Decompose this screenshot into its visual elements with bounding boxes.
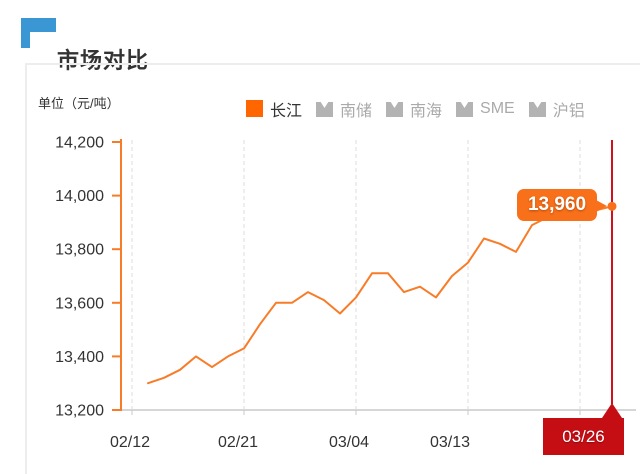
date-tag-pointer xyxy=(602,403,622,418)
panel-left-border xyxy=(25,65,27,474)
y-tick-label: 13,800 xyxy=(55,242,104,259)
legend-item-label: 沪铝 xyxy=(552,102,585,120)
legend-item-nanhai[interactable]: 南海 xyxy=(386,97,442,121)
title-corner-decoration-vertical xyxy=(21,18,30,48)
axis-pointer-date-tag: 03/26 xyxy=(543,418,624,455)
y-tick-label: 13,600 xyxy=(55,295,104,312)
x-tick-label: 02/21 xyxy=(218,434,258,451)
legend-item-nanchu[interactable]: 南储 xyxy=(316,97,372,121)
latest-value-tag: 13,960 xyxy=(517,189,597,221)
legend-item-label: 南储 xyxy=(340,102,373,120)
y-tick-label: 13,200 xyxy=(55,403,104,420)
header-divider xyxy=(25,63,640,65)
unit-label: 单位（元/吨） xyxy=(38,96,120,111)
x-tick-label: 03/04 xyxy=(329,434,369,451)
legend-active-swatch-icon xyxy=(246,100,263,117)
y-tick-label: 14,200 xyxy=(55,135,104,152)
x-tick-label: 02/12 xyxy=(110,434,150,451)
legend-item-label: 南海 xyxy=(410,102,443,120)
legend-item-hulv[interactable]: 沪铝 xyxy=(528,97,585,121)
page-title: 市场对比 xyxy=(57,47,150,73)
latest-value-tag-pointer xyxy=(596,200,607,212)
x-tick-label: 03/13 xyxy=(430,434,470,451)
y-tick-label: 14,000 xyxy=(55,188,104,205)
legend-item-label: SME xyxy=(480,99,515,117)
latest-point-dot xyxy=(607,201,617,211)
y-tick-label: 13,400 xyxy=(55,349,104,366)
price-line xyxy=(147,205,613,385)
legend-inactive-swatch-icon xyxy=(316,100,334,117)
axis-pointer-date-label: 03/26 xyxy=(562,426,605,446)
legend-inactive-swatch-icon xyxy=(456,100,474,117)
legend-item-label: 长江 xyxy=(270,102,303,120)
legend-inactive-swatch-icon xyxy=(386,100,404,117)
legend-item-sme[interactable]: SME xyxy=(456,100,515,118)
legend-item-changjiang[interactable]: 长江 xyxy=(246,97,302,121)
legend: 长江 南储 南海 SME 沪铝 xyxy=(246,100,585,120)
legend-inactive-swatch-icon xyxy=(528,100,546,117)
latest-value-label: 13,960 xyxy=(527,194,587,215)
